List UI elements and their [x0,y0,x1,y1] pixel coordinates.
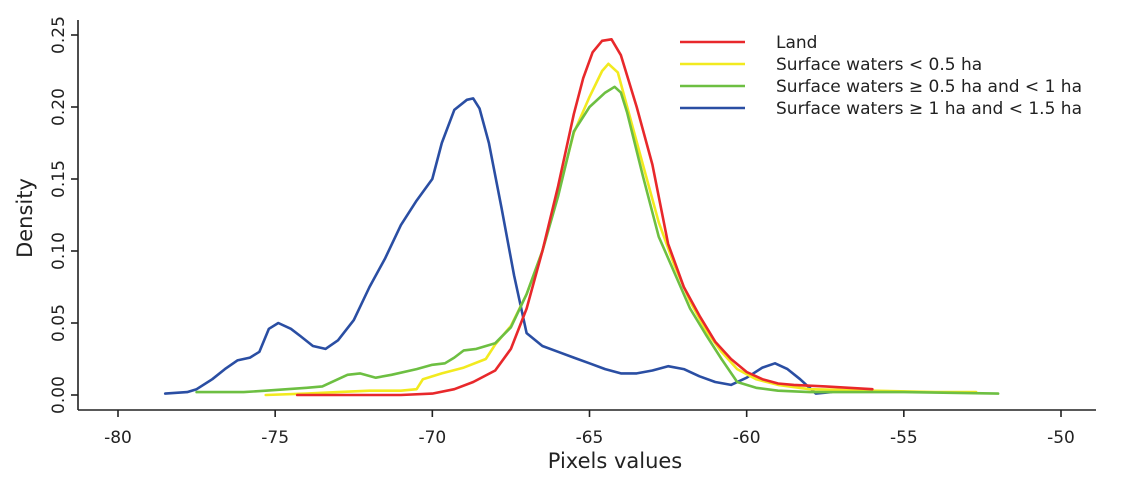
y-tick-label: 0.05 [49,304,69,342]
x-axis-title: Pixels values [548,449,683,473]
x-tick-label: -75 [261,428,289,448]
series-line-3 [163,97,833,395]
x-tick-label: -50 [1047,428,1075,448]
legend-label-2: Surface waters ≥ 0.5 ha and < 1 ha [776,77,1082,97]
legend-label-3: Surface waters ≥ 1 ha and < 1.5 ha [776,99,1082,119]
y-tick-label: 0.15 [49,160,69,198]
axes [77,20,1096,411]
x-tick-label: -65 [576,428,604,448]
y-tick-label: 0.20 [49,88,69,126]
y-tick-label: 0.25 [49,16,69,54]
y-axis-title: Density [13,178,37,258]
x-tick-label: -55 [890,428,918,448]
x-tick-label: -60 [733,428,761,448]
x-tick-label: -70 [418,428,446,448]
legend-label-0: Land [776,33,817,53]
y-tick-label: 0.10 [49,232,69,270]
y-ticks: 0.00 0.05 0.10 0.15 0.20 0.25 [49,16,78,414]
legend-label-1: Surface waters < 0.5 ha [776,55,982,75]
x-tick-label: -80 [104,428,132,448]
x-ticks: -80 -75 -70 -65 -60 -55 -50 [104,410,1075,448]
series-line-1 [264,62,978,397]
y-tick-label: 0.00 [49,376,69,414]
series-line-0 [295,38,874,397]
series-layer [163,38,1000,397]
